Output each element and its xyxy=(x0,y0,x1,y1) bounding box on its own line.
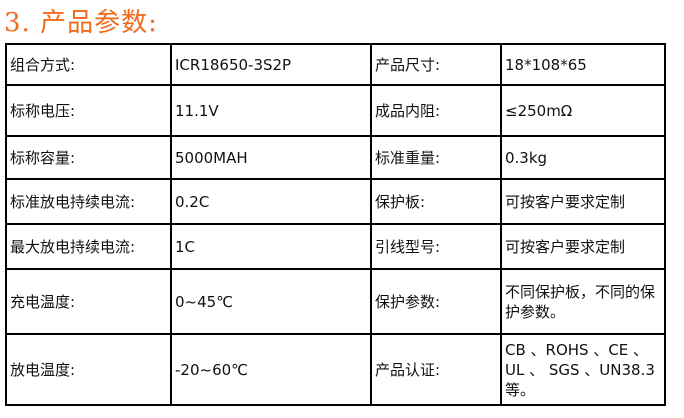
param-value: CB 、ROHS 、CE 、UL 、 SGS 、UN38.3等。 xyxy=(500,333,666,406)
param-value: 可按客户要求定制 xyxy=(500,178,666,225)
param-value: 1C xyxy=(170,223,372,270)
param-value: ≤250mΩ xyxy=(500,84,666,137)
param-label: 保护参数: xyxy=(370,268,502,335)
param-value: 11.1V xyxy=(170,84,372,137)
table-row: 充电温度: 0~45℃ 保护参数: 不同保护板，不同的保护参数。 xyxy=(5,268,666,335)
param-label: 最大放电持续电流: xyxy=(5,223,172,270)
param-value: 0~45℃ xyxy=(170,268,372,335)
param-value: ICR18650-3S2P xyxy=(170,43,372,86)
table-row: 放电温度: -20~60℃ 产品认证: CB 、ROHS 、CE 、UL 、 SGS … xyxy=(5,333,666,406)
param-label: 引线型号: xyxy=(370,223,502,270)
table-row: 最大放电持续电流: 1C 引线型号: 可按客户要求定制 xyxy=(5,223,666,270)
param-label: 保护板: xyxy=(370,178,502,225)
param-label: 标称容量: xyxy=(5,135,172,180)
param-label: 成品内阻: xyxy=(370,84,502,137)
param-label: 产品认证: xyxy=(370,333,502,406)
param-value: 0.2C xyxy=(170,178,372,225)
param-value: -20~60℃ xyxy=(170,333,372,406)
section-title: 3. 产品参数: xyxy=(4,8,158,38)
param-label: 放电温度: xyxy=(5,333,172,406)
param-value: 可按客户要求定制 xyxy=(500,223,666,270)
table-row: 标称电压: 11.1V 成品内阻: ≤250mΩ xyxy=(5,84,666,137)
param-value: 5000MAH xyxy=(170,135,372,180)
param-value: 不同保护板，不同的保护参数。 xyxy=(500,268,666,335)
param-label: 标称电压: xyxy=(5,84,172,137)
table-row: 组合方式: ICR18650-3S2P 产品尺寸: 18*108*65 xyxy=(5,43,666,86)
param-label: 组合方式: xyxy=(5,43,172,86)
param-value: 0.3kg xyxy=(500,135,666,180)
param-label: 产品尺寸: xyxy=(370,43,502,86)
param-label: 标准重量: xyxy=(370,135,502,180)
product-parameters-table: 组合方式: ICR18650-3S2P 产品尺寸: 18*108*65 标称电压: 11.… xyxy=(5,43,666,406)
table-row: 标准放电持续电流: 0.2C 保护板: 可按客户要求定制 xyxy=(5,178,666,225)
param-label: 标准放电持续电流: xyxy=(5,178,172,225)
table-row: 标称容量: 5000MAH 标准重量: 0.3kg xyxy=(5,135,666,180)
param-label: 充电温度: xyxy=(5,268,172,335)
param-value: 18*108*65 xyxy=(500,43,666,86)
